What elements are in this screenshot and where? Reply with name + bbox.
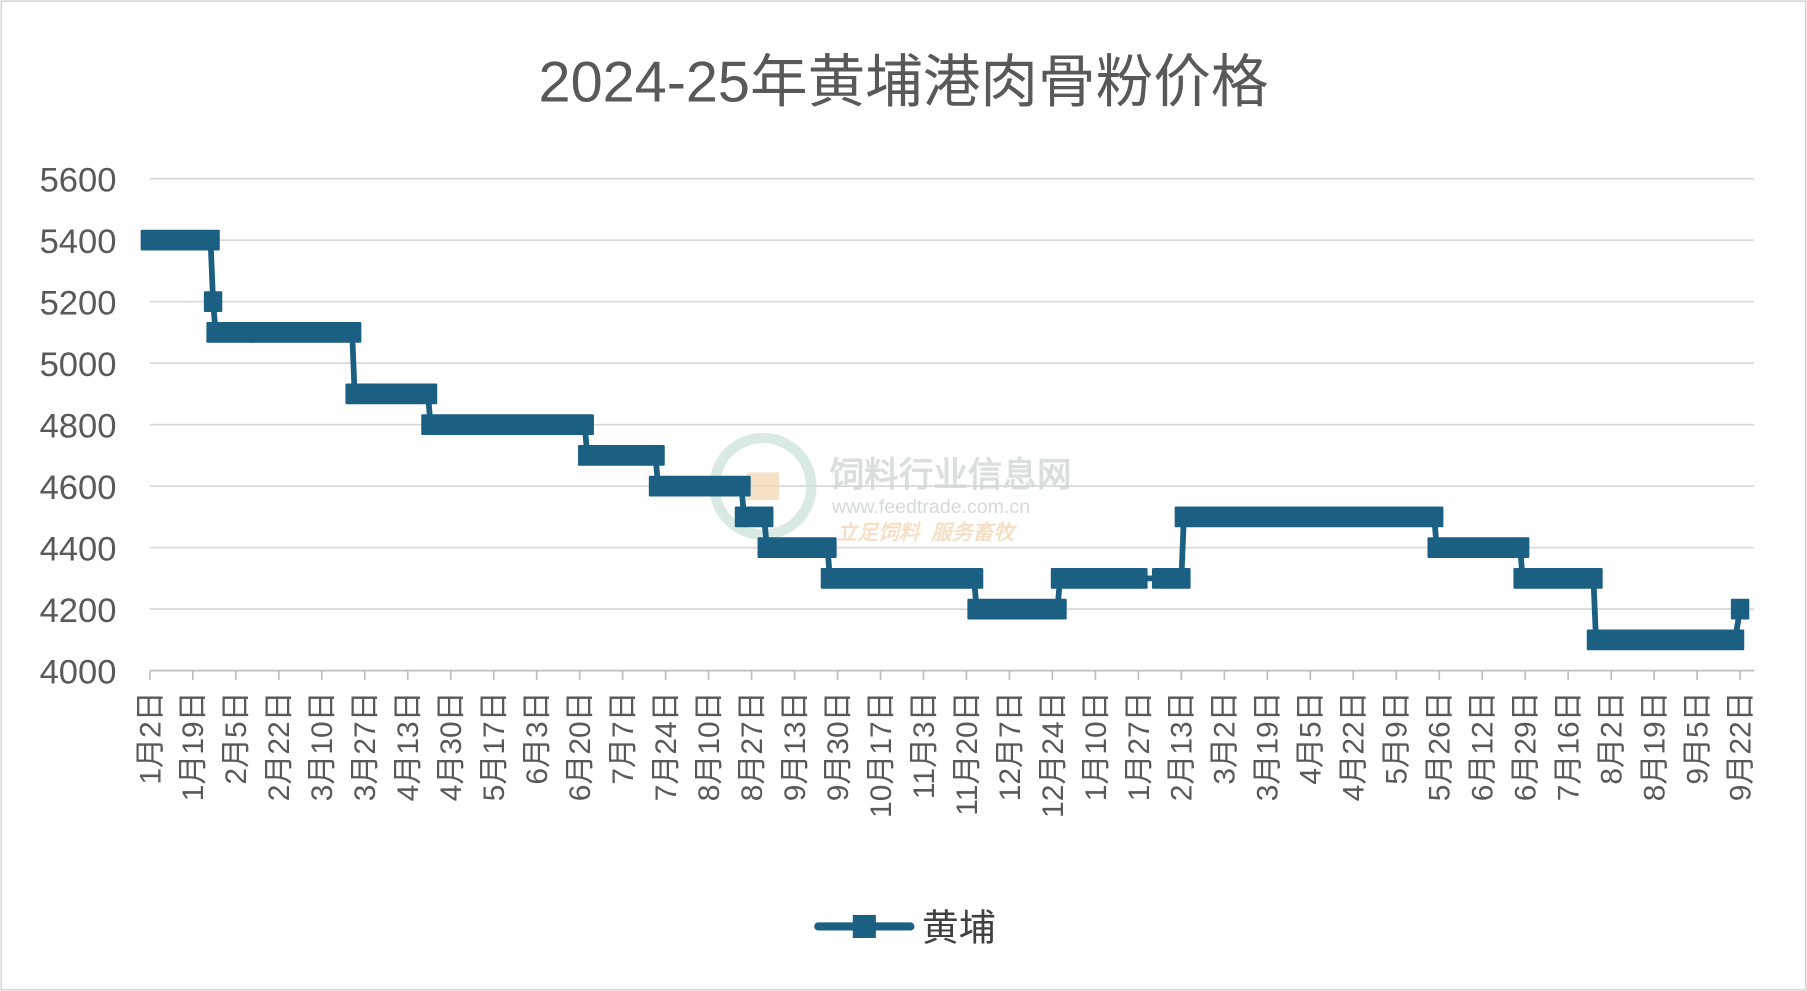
- y-tick-label: 4400: [40, 530, 117, 568]
- watermark-book-icon: [746, 472, 780, 501]
- data-run-marker: [140, 229, 220, 251]
- data-run-marker: [1151, 568, 1191, 589]
- x-tick-label: 4月22日: [1338, 691, 1371, 801]
- x-tick-label: 6月29日: [1510, 691, 1543, 801]
- x-tick-label: 3月2日: [1209, 691, 1242, 784]
- x-tick-label: 7月16日: [1553, 691, 1586, 801]
- x-tick-label: 9月5日: [1681, 691, 1714, 784]
- y-tick-label: 4200: [40, 592, 117, 630]
- y-tick-label: 5200: [40, 284, 117, 322]
- watermark-name: 饲料行业信息网: [830, 455, 1072, 494]
- x-axis: 1月2日 1月19日 2月5日 2月22日 3月10日 3月27日 4月13日 4月30日 5月…: [134, 669, 1757, 818]
- y-axis-ticks: 4000 4200 4400 4600 4800 5000 5200 5400 5600: [40, 161, 117, 691]
- x-tick-label: 3月19日: [1252, 691, 1285, 801]
- x-tick-label: 6月3日: [521, 691, 554, 784]
- data-run-marker: [1730, 598, 1750, 620]
- data-run-marker: [1513, 568, 1603, 589]
- watermark-url: www.feedtrade.com.cn: [831, 496, 1030, 518]
- legend: 黄埔: [814, 907, 996, 948]
- x-tick-label: 2月13日: [1166, 691, 1199, 801]
- watermark: 饲料行业信息网 www.feedtrade.com.cn 立足饲料 服务畜牧: [709, 432, 1072, 544]
- watermark-slogan: 立足饲料 服务畜牧: [837, 520, 1018, 544]
- chart-title: 2024-25年黄埔港肉骨粉价格: [539, 50, 1269, 114]
- x-tick-label: 4月30日: [435, 691, 468, 801]
- x-tick-label: 2月22日: [263, 691, 296, 801]
- x-tick-label: 8月10日: [693, 691, 726, 801]
- data-run-marker: [578, 445, 665, 466]
- x-tick-label: 5月17日: [478, 691, 511, 801]
- x-tick-label: 8月27日: [736, 691, 769, 801]
- x-tick-label: 5月26日: [1424, 691, 1457, 801]
- series-huangpu: [140, 229, 1750, 651]
- data-run-marker: [734, 506, 774, 528]
- data-run-marker: [820, 568, 984, 589]
- x-tick-label: 3月10日: [306, 691, 339, 801]
- x-tick-label: 9月13日: [779, 691, 812, 801]
- y-tick-label: 5400: [40, 223, 117, 261]
- x-tick-label: 1月27日: [1123, 691, 1156, 801]
- y-tick-label: 4800: [40, 407, 117, 445]
- data-run-marker: [1174, 506, 1444, 528]
- x-tick-label: 4月13日: [392, 691, 425, 801]
- y-tick-label: 4600: [40, 469, 117, 507]
- x-tick-label: 10月17日: [865, 691, 898, 818]
- data-run-marker: [1586, 629, 1745, 651]
- x-tick-label: 11月3日: [908, 691, 941, 799]
- x-tick-label: 9月22日: [1724, 691, 1757, 801]
- x-tick-label: 7月24日: [650, 691, 683, 801]
- x-tick-label: 4月5日: [1295, 691, 1328, 784]
- x-tick-label: 9月30日: [822, 691, 855, 801]
- x-tick-label: 5月9日: [1381, 691, 1414, 784]
- data-run-marker: [1427, 537, 1530, 559]
- x-tick-label: 6月12日: [1467, 691, 1500, 801]
- data-run-marker: [206, 322, 256, 343]
- x-tick-label: 2月5日: [220, 691, 253, 784]
- x-tick-label: 1月10日: [1080, 691, 1113, 801]
- data-run-marker: [757, 537, 837, 559]
- data-run-marker: [1050, 568, 1148, 589]
- y-tick-label: 4000: [40, 653, 117, 691]
- data-run-marker: [421, 414, 594, 436]
- x-tick-label: 3月27日: [349, 691, 382, 801]
- x-tick-label: 8月2日: [1596, 691, 1629, 784]
- x-tick-label: 8月19日: [1639, 691, 1672, 801]
- y-tick-label: 5600: [40, 161, 117, 199]
- x-tick-label: 6月20日: [564, 691, 597, 801]
- data-run-marker: [203, 291, 223, 312]
- x-tick-label: 12月24日: [1037, 691, 1070, 818]
- data-run-marker: [345, 383, 438, 405]
- data-run-marker: [249, 322, 362, 343]
- x-tick-label: 7月7日: [607, 691, 640, 784]
- x-tick-label: 1月2日: [134, 691, 167, 784]
- legend-label: 黄埔: [922, 907, 996, 948]
- x-tick-label: 11月20日: [951, 691, 984, 815]
- x-tick-label: 12月7日: [994, 691, 1027, 801]
- data-run-marker: [967, 598, 1067, 620]
- legend-marker: [852, 914, 876, 938]
- x-tick-label: 1月19日: [177, 691, 210, 801]
- y-tick-label: 5000: [40, 346, 117, 384]
- data-run-marker: [648, 475, 751, 497]
